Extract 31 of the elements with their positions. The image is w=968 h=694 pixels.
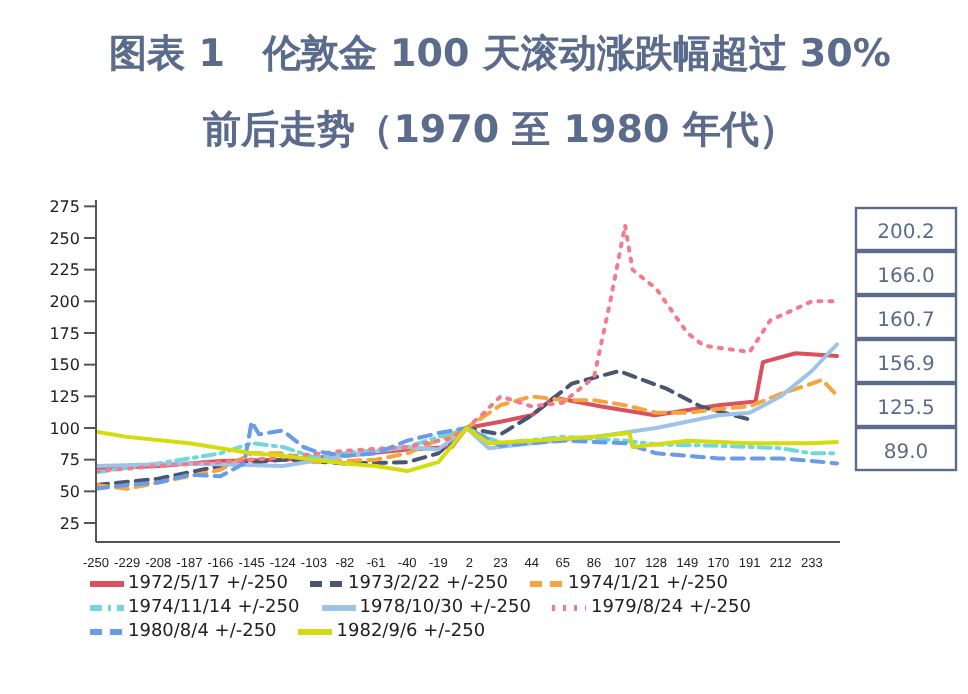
legend-label: 1974/11/14 +/-250: [128, 598, 300, 618]
y-tick-label: 200: [49, 293, 80, 312]
line-series: [96, 223, 840, 474]
text: 166.0: [877, 266, 935, 288]
y-tick-label: 250: [49, 229, 80, 248]
chart-title: 图表 1 伦敦金 100 天滚动涨跌幅超过 30%: [107, 30, 893, 80]
y-tick-label: 75: [59, 451, 80, 470]
text: 156.9: [877, 354, 935, 376]
text: 160.7: [877, 310, 935, 332]
text: 125.5: [877, 398, 935, 420]
y-tick-label: 50: [59, 483, 80, 502]
y-tick-label: 150: [49, 356, 80, 375]
legend-label: 1974/1/21 +/-250: [568, 574, 729, 594]
y-tick-label: 25: [59, 514, 80, 533]
legend-label: 1978/10/30 +/-250: [359, 598, 531, 618]
text: 89.0: [883, 442, 929, 464]
legend-label: 1973/2/22 +/-250: [348, 574, 509, 594]
y-tick-label: 275: [49, 198, 80, 217]
chart-subtitle: 前后走势（1970 至 1980 年代）: [201, 106, 799, 156]
y-tick-label: 125: [49, 388, 80, 407]
line-series: [96, 377, 840, 491]
text: 200.2: [877, 222, 935, 244]
line-series: [96, 419, 840, 491]
legend-label: 1972/5/17 +/-250: [128, 574, 289, 594]
legend-label: 1979/8/24 +/-250: [590, 598, 751, 618]
legend-label: 1982/9/6 +/-250: [336, 622, 486, 642]
y-tick-label: 100: [49, 419, 80, 438]
line-series: [96, 369, 751, 487]
y-tick-label: 175: [49, 324, 80, 343]
y-tick-label: 225: [49, 261, 80, 280]
legend-label: 1980/8/4 +/-250: [128, 622, 277, 642]
